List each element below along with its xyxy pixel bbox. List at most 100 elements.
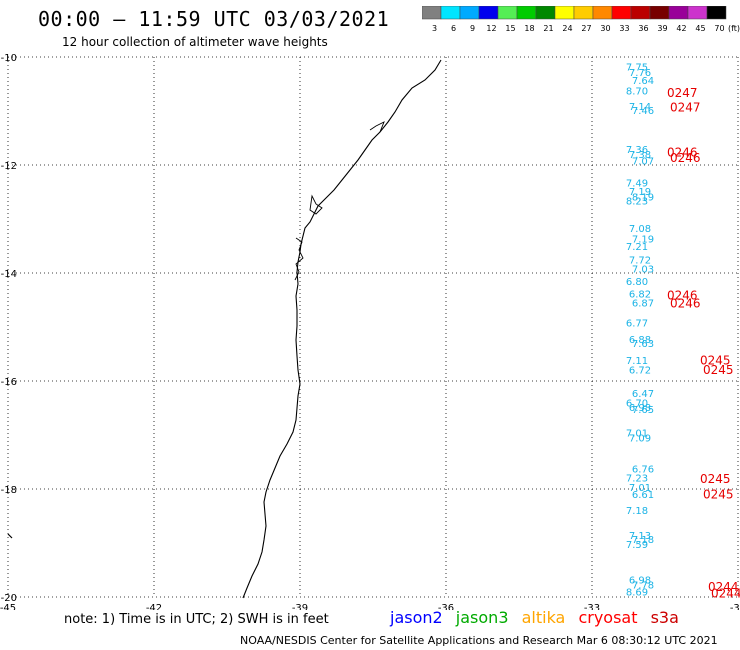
scale-label: 39 — [657, 24, 667, 33]
wave-height-value: 7.01 — [626, 428, 648, 439]
scale-label: 24 — [562, 24, 572, 33]
page-subtitle: 12 hour collection of altimeter wave hei… — [62, 35, 328, 49]
lat-tick-label: -18 — [1, 485, 17, 496]
wave-height-value: 6.47 — [632, 389, 654, 400]
wave-height-value: 7.14 — [629, 102, 651, 113]
wave-height-labels: 7.757.767.648.70 7.147.46 7.367.387.07 7.49… — [626, 63, 654, 599]
wave-height-value: 7.65 — [632, 405, 654, 416]
lon-tick-label: -39 — [292, 603, 308, 610]
wave-height-value: 7.38 — [629, 150, 651, 161]
scale-label: 18 — [524, 24, 534, 33]
wave-height-value: 6.82 — [629, 290, 651, 301]
wave-height-value: 7.46 — [632, 106, 654, 117]
coast-inlet — [309, 194, 323, 215]
coast-inlet — [369, 121, 385, 133]
scale-label: 70 — [714, 24, 724, 33]
scale-label: 27 — [581, 24, 591, 33]
wave-height-value: 6.80 — [626, 277, 648, 288]
scale-label: 21 — [543, 24, 553, 33]
page-title: 00:00 – 11:59 UTC 03/03/2021 — [38, 7, 390, 31]
wave-height-value: 7.08 — [629, 224, 651, 235]
pass-time-labels: 0247024702460246024602460245024502450245… — [667, 86, 740, 601]
scale-label: 3 — [432, 24, 437, 33]
scale-label: 42 — [676, 24, 686, 33]
lon-tick-label: -45 — [0, 603, 16, 610]
wave-height-value: 7.01 — [629, 483, 651, 494]
pass-time-value: 0245 — [700, 472, 731, 486]
wave-height-value: 7.19 — [632, 234, 654, 245]
legend-jason2: jason2 — [390, 608, 443, 627]
wave-height-value: 6.87 — [632, 299, 654, 310]
wave-height-value: 7.03 — [632, 265, 654, 276]
pass-time-value: 0246 — [667, 289, 698, 303]
wave-height-value: 7.59 — [626, 540, 648, 551]
wave-height-value: 7.63 — [632, 339, 654, 350]
lon-tick-label: -42 — [146, 603, 162, 610]
wave-height-value: 8.23 — [626, 197, 648, 208]
scale-label: 12 — [486, 24, 496, 33]
lat-tick-label: -16 — [1, 377, 17, 388]
wave-height-value: 7.09 — [629, 434, 651, 445]
wave-height-value: 8.19 — [632, 192, 654, 203]
scale-swatch — [706, 6, 727, 20]
wave-height-value: 7.07 — [632, 157, 654, 168]
pass-time-value: 0246 — [670, 151, 701, 165]
lon-tick-label: -33 — [584, 603, 600, 610]
wave-height-value: 8.69 — [626, 588, 648, 599]
color-scale-legend: 3 6 9 12 15 18 21 24 27 30 33 36 39 42 45 70 (ft) — [422, 6, 740, 33]
pass-time-value: 0244 — [711, 587, 740, 601]
wave-height-value: 7.23 — [626, 474, 648, 485]
scale-label: 30 — [600, 24, 610, 33]
scale-label: 15 — [505, 24, 515, 33]
map-grid — [7, 56, 739, 598]
footer-note: note: 1) Time is in UTC; 2) SWH is in fe… — [64, 612, 329, 627]
coast-inlet — [294, 237, 304, 281]
scale-unit: (ft) — [728, 24, 740, 33]
wave-height-value: 7.64 — [632, 76, 654, 87]
coast-fragment — [7, 533, 13, 539]
satellite-legend: jason2 jason3 altika cryosat s3a — [390, 608, 687, 627]
wave-height-value: 7.18 — [626, 506, 648, 517]
wave-height-value: 7.18 — [632, 535, 654, 546]
wave-height-value: 7.49 — [626, 178, 648, 189]
lat-tick-label: -12 — [1, 161, 17, 172]
wave-height-value: 6.61 — [632, 490, 654, 501]
legend-jason3: jason3 — [455, 608, 509, 627]
pass-time-value: 0245 — [703, 363, 734, 377]
wave-height-map: -45 -42 -39 -36 -33 -30 -10 -12 -14 -16 -18 -20 7.7… — [0, 53, 740, 610]
pass-time-value: 0245 — [703, 487, 734, 501]
wave-height-value: 6.98 — [629, 403, 651, 414]
wave-height-value: 7.36 — [626, 145, 648, 156]
wave-height-value: 8.70 — [626, 86, 648, 97]
wave-height-value: 6.98 — [629, 576, 651, 587]
pass-time-value: 0247 — [667, 86, 698, 100]
lat-tick-label: -10 — [1, 53, 17, 64]
lon-tick-label: -36 — [438, 603, 454, 610]
lat-tick-label: -20 — [1, 593, 17, 604]
wave-height-value: 6.76 — [632, 464, 654, 475]
lon-tick-label: -30 — [730, 603, 740, 610]
pass-time-value: 0246 — [667, 146, 698, 160]
pass-time-value: 0246 — [670, 297, 701, 311]
coastline-path — [242, 59, 442, 599]
pass-time-value: 0244 — [708, 580, 739, 594]
scale-label: 6 — [451, 24, 456, 33]
scale-label: 33 — [619, 24, 629, 33]
pass-time-value: 0247 — [670, 101, 701, 115]
wave-height-value: 6.72 — [629, 366, 651, 377]
wave-height-value: 6.88 — [629, 335, 651, 346]
wave-height-value: 6.77 — [626, 319, 648, 330]
pass-time-value: 0245 — [700, 353, 731, 367]
wave-height-value: 7.72 — [629, 256, 651, 267]
coastline — [7, 59, 442, 599]
lat-tick-label: -14 — [1, 269, 17, 280]
scale-label: 9 — [470, 24, 475, 33]
scale-label: 36 — [638, 24, 648, 33]
axis-ticks: -45 -42 -39 -36 -33 -30 -10 -12 -14 -16 -18 -20 — [0, 53, 740, 610]
legend-cryosat: cryosat — [578, 608, 638, 627]
wave-height-value: 7.78 — [632, 581, 654, 592]
wave-height-value: 7.11 — [626, 356, 648, 367]
credit-line: NOAA/NESDIS Center for Satellite Applica… — [240, 634, 718, 647]
wave-height-value: 7.13 — [629, 531, 651, 542]
wave-height-value: 7.21 — [626, 242, 648, 253]
